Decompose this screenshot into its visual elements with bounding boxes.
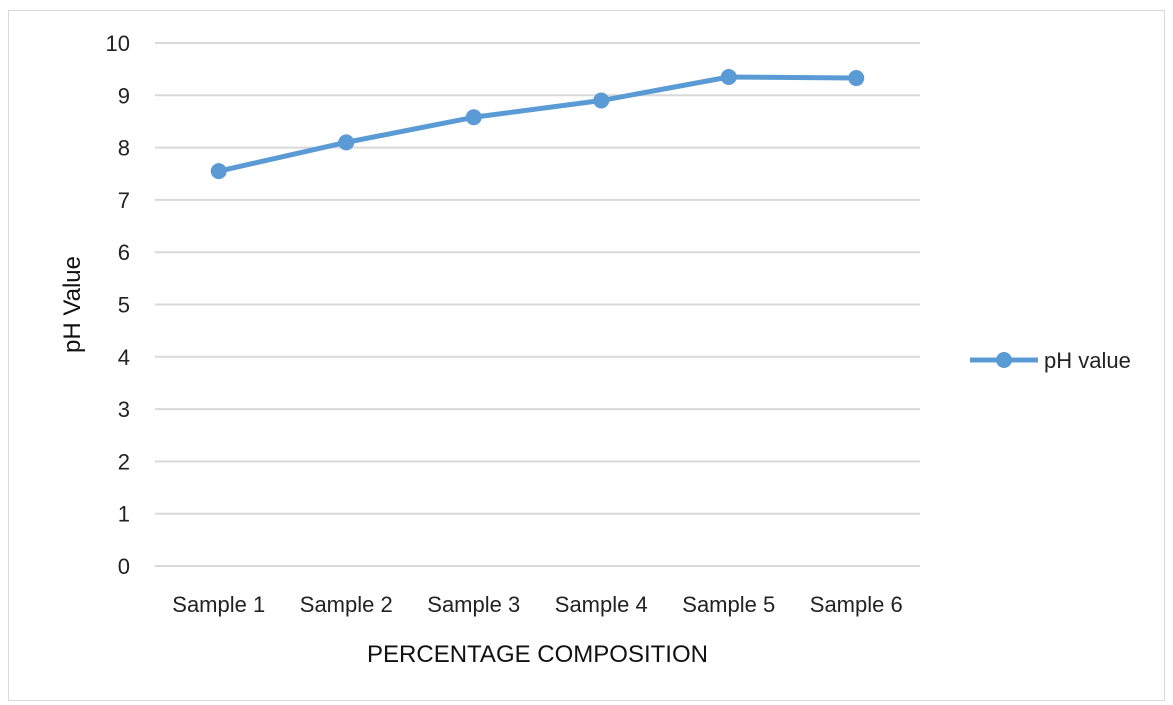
y-tick-label: 5 xyxy=(118,293,130,318)
chart-frame xyxy=(8,10,1165,701)
y-tick-label: 2 xyxy=(118,449,130,474)
data-point xyxy=(593,92,610,109)
data-point xyxy=(338,134,355,151)
legend: pH value xyxy=(970,348,1131,373)
y-tick-label: 3 xyxy=(118,397,130,422)
data-point xyxy=(848,70,865,87)
x-tick-label: Sample 6 xyxy=(810,592,903,617)
y-tick-label: 6 xyxy=(118,240,130,265)
x-tick-label: Sample 5 xyxy=(682,592,775,617)
series-line xyxy=(216,74,859,174)
y-tick-labels: 0 1 2 3 4 5 6 7 8 9 10 xyxy=(106,31,130,579)
x-tick-label: Sample 4 xyxy=(555,592,648,617)
series-layer xyxy=(210,68,865,180)
y-tick-label: 4 xyxy=(118,345,130,370)
y-tick-label: 10 xyxy=(106,31,130,56)
y-axis-title: pH Value xyxy=(59,256,86,353)
x-axis-title: PERCENTAGE COMPOSITION xyxy=(367,641,708,668)
y-tick-label: 0 xyxy=(118,554,130,579)
y-tick-label: 1 xyxy=(118,502,130,527)
legend-marker-swatch xyxy=(996,352,1012,368)
y-tick-label: 8 xyxy=(118,136,130,161)
gridlines xyxy=(155,42,920,567)
x-tick-labels: Sample 1 Sample 2 Sample 3 Sample 4 Sample 5… xyxy=(172,592,902,617)
y-tick-label: 7 xyxy=(118,188,130,213)
data-point xyxy=(465,109,482,126)
x-tick-label: Sample 2 xyxy=(300,592,393,617)
data-point xyxy=(720,68,737,85)
y-tick-label: 9 xyxy=(118,83,130,108)
legend-label: pH value xyxy=(1044,348,1131,373)
data-point xyxy=(210,163,227,180)
x-tick-label: Sample 1 xyxy=(172,592,265,617)
x-tick-label: Sample 3 xyxy=(427,592,520,617)
